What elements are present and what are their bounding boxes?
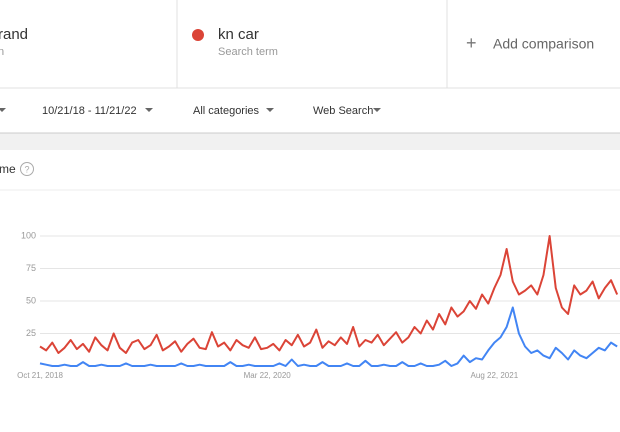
series-line	[39, 235, 619, 354]
term-subtitle: n	[0, 46, 4, 58]
chart: 25 50 75 100 Oct 21, 2018 Mar 22, 2020 Aug 22,…	[17, 230, 620, 380]
y-tick-label: 50	[26, 295, 36, 305]
dropdown-arrow[interactable]	[266, 108, 274, 112]
page-gap	[0, 133, 620, 150]
y-tick-label: 25	[26, 328, 36, 338]
term-name[interactable]: rand	[0, 26, 28, 43]
term-subtitle: Search term	[218, 46, 278, 58]
dropdown-arrow[interactable]	[0, 108, 6, 112]
y-tick-label: 100	[21, 230, 36, 240]
term-name[interactable]: kn car	[218, 26, 259, 43]
category-filter[interactable]: All categories	[193, 105, 260, 117]
dropdown-arrow[interactable]	[145, 108, 153, 112]
y-tick-label: 75	[26, 263, 36, 273]
x-tick-label: Aug 22, 2021	[471, 371, 519, 380]
term-color-dot	[192, 29, 204, 41]
series-line	[39, 306, 618, 367]
search-type-filter[interactable]: Web Search	[313, 105, 373, 117]
plus-icon[interactable]: +	[466, 33, 477, 53]
help-icon-mark: ?	[24, 164, 29, 174]
dropdown-arrow[interactable]	[373, 108, 381, 112]
add-comparison[interactable]: Add comparison	[493, 36, 594, 52]
x-tick-label: Mar 22, 2020	[244, 371, 292, 380]
date-filter[interactable]: 10/21/18 - 11/21/22	[42, 105, 137, 117]
section-title: me	[0, 162, 16, 176]
x-tick-label: Oct 21, 2018	[17, 371, 63, 380]
help-icon[interactable]	[20, 162, 34, 176]
